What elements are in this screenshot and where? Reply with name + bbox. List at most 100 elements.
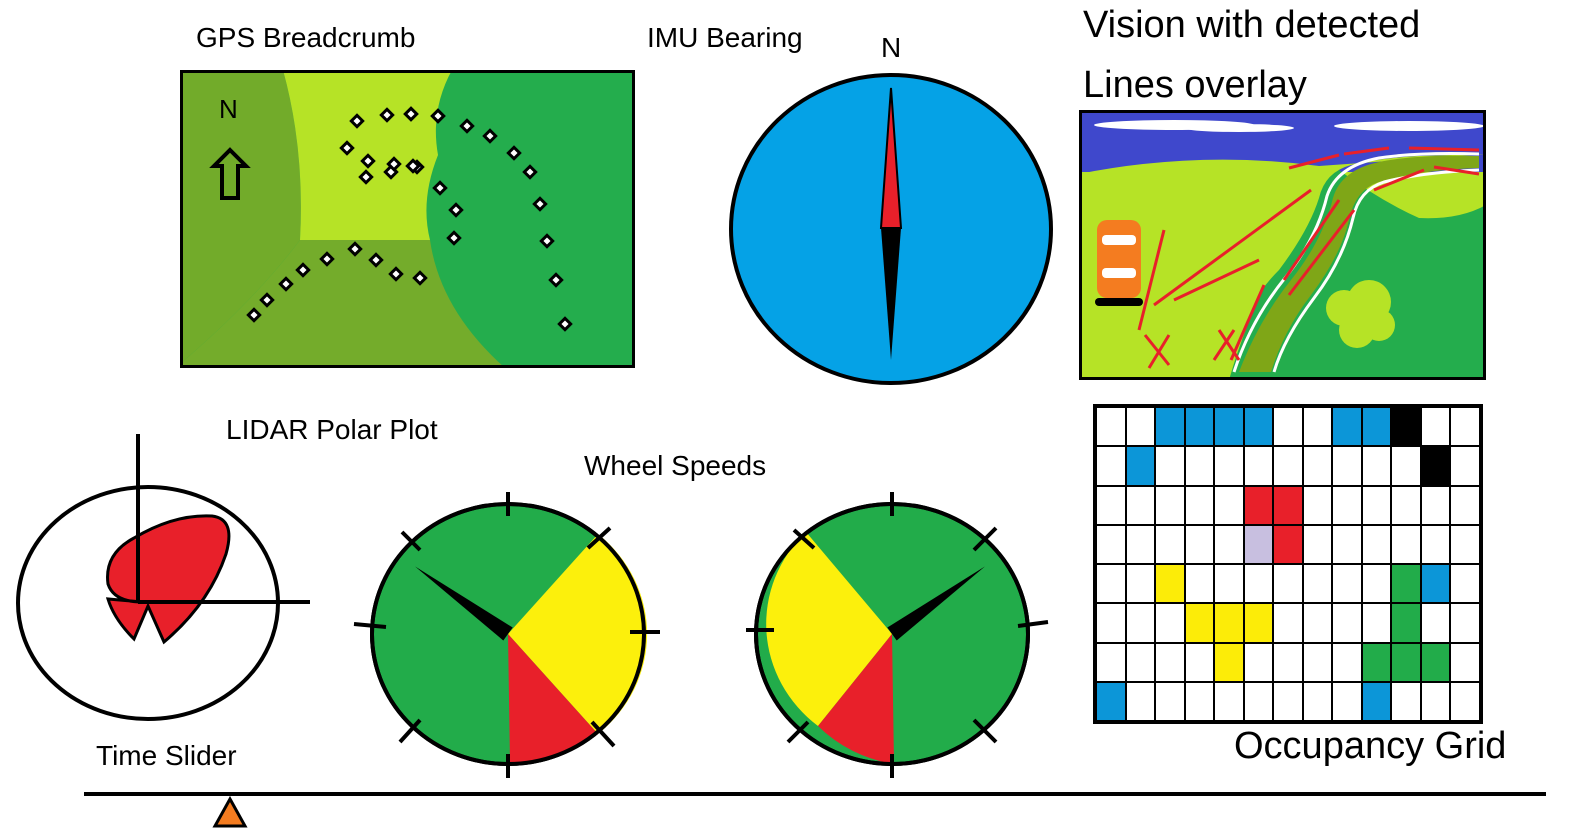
wheel-speed-gauge-right xyxy=(742,488,1052,786)
grid-cell xyxy=(1273,603,1303,643)
grid-cell xyxy=(1450,603,1480,643)
vision-car-icon xyxy=(1095,220,1143,306)
grid-cell xyxy=(1332,485,1362,525)
imu-title: IMU Bearing xyxy=(647,22,803,53)
gps-region-south xyxy=(180,240,505,368)
grid-cell xyxy=(1302,603,1333,643)
grid-cell xyxy=(1391,642,1421,682)
grid-cell xyxy=(1214,485,1244,525)
gps-north-label: N xyxy=(219,94,238,124)
gauge-needle xyxy=(887,566,986,641)
gauge-needle xyxy=(414,566,513,641)
grid-cell xyxy=(1096,681,1126,721)
gauge-danger-zone xyxy=(818,634,894,764)
gps-map-panel[interactable]: N xyxy=(180,70,635,368)
grid-cell xyxy=(1302,642,1333,682)
grid-cell xyxy=(1125,564,1156,604)
grid-cell xyxy=(1332,524,1362,564)
lidar-scan-area xyxy=(105,514,231,645)
grid-cell xyxy=(1184,564,1215,604)
grid-cell xyxy=(1361,681,1392,721)
compass-needle-icon xyxy=(879,87,903,360)
wheel-speed-gauge-left xyxy=(352,488,662,786)
time-slider-handle[interactable] xyxy=(212,796,248,828)
grid-cell xyxy=(1273,681,1303,721)
grid-cell xyxy=(1155,407,1185,447)
grid-cell xyxy=(1125,603,1156,643)
grid-cell xyxy=(1155,681,1185,721)
grid-cell xyxy=(1420,603,1451,643)
grid-cell xyxy=(1184,524,1215,564)
grid-cell xyxy=(1096,564,1126,604)
grid-cell xyxy=(1391,446,1421,486)
grid-cell xyxy=(1243,485,1274,525)
grid-cell xyxy=(1125,485,1156,525)
vision-dirt-road xyxy=(1239,155,1479,372)
grid-cell xyxy=(1332,407,1362,447)
occupancy-grid-title: Occupancy Grid xyxy=(1234,725,1507,767)
grid-cell xyxy=(1243,642,1274,682)
time-slider[interactable] xyxy=(84,792,1546,832)
vision-camera-view[interactable] xyxy=(1079,110,1486,380)
grid-cell xyxy=(1420,524,1451,564)
grid-cell xyxy=(1214,407,1244,447)
grid-cell xyxy=(1302,407,1333,447)
grid-cell xyxy=(1391,524,1421,564)
grid-cell xyxy=(1155,642,1185,682)
grid-cell xyxy=(1450,642,1480,682)
grid-cell xyxy=(1243,524,1274,564)
gauge-danger-zone xyxy=(508,634,598,765)
grid-cell xyxy=(1125,642,1156,682)
time-slider-label: Time Slider xyxy=(96,740,237,771)
grid-cell xyxy=(1302,681,1333,721)
lidar-title: LIDAR Polar Plot xyxy=(226,414,438,445)
grid-cell xyxy=(1273,407,1303,447)
grid-cell xyxy=(1214,603,1244,643)
grid-cell xyxy=(1332,603,1362,643)
grid-cell xyxy=(1273,564,1303,604)
grid-cell xyxy=(1096,485,1126,525)
gps-map-border xyxy=(180,70,635,368)
vision-road-left-edge xyxy=(1232,152,1480,373)
grid-cell xyxy=(1450,564,1480,604)
grid-cell xyxy=(1361,446,1392,486)
grid-cell xyxy=(1420,446,1451,486)
cloud-shape-2 xyxy=(1184,124,1294,132)
grid-cell xyxy=(1184,446,1215,486)
grid-cell xyxy=(1214,681,1244,721)
grid-cell xyxy=(1361,485,1392,525)
occupancy-grid[interactable] xyxy=(1093,404,1483,724)
gps-breadcrumb-trail xyxy=(246,106,573,332)
grid-cell xyxy=(1155,485,1185,525)
vision-bush-icon xyxy=(1326,280,1395,348)
grid-cell xyxy=(1125,446,1156,486)
imu-compass xyxy=(728,72,1054,386)
grid-cell xyxy=(1391,681,1421,721)
vision-border xyxy=(1079,110,1486,380)
gps-title: GPS Breadcrumb xyxy=(196,22,416,53)
lidar-polar-plot xyxy=(14,434,314,724)
imu-north-label: N xyxy=(881,32,902,63)
grid-cell xyxy=(1096,642,1126,682)
grid-cell xyxy=(1302,446,1333,486)
grid-cell xyxy=(1096,524,1126,564)
gauge-ticks xyxy=(746,492,1049,778)
grid-cell xyxy=(1450,485,1480,525)
grid-cell xyxy=(1214,642,1244,682)
grid-cell xyxy=(1125,524,1156,564)
time-slider-track[interactable] xyxy=(84,792,1546,796)
grid-cell xyxy=(1155,564,1185,604)
grid-cell xyxy=(1361,524,1392,564)
north-arrow-icon xyxy=(209,147,251,200)
grid-cell xyxy=(1273,485,1303,525)
grid-cell xyxy=(1243,603,1274,643)
grid-cell xyxy=(1332,681,1362,721)
grid-cell xyxy=(1420,564,1451,604)
gauge-caution-zone xyxy=(508,534,648,734)
grid-cell xyxy=(1302,485,1333,525)
grid-cell xyxy=(1361,642,1392,682)
vision-road-edge-field xyxy=(1079,154,1486,380)
grid-cell xyxy=(1391,485,1421,525)
grid-cell xyxy=(1420,407,1451,447)
grid-cell xyxy=(1243,407,1274,447)
